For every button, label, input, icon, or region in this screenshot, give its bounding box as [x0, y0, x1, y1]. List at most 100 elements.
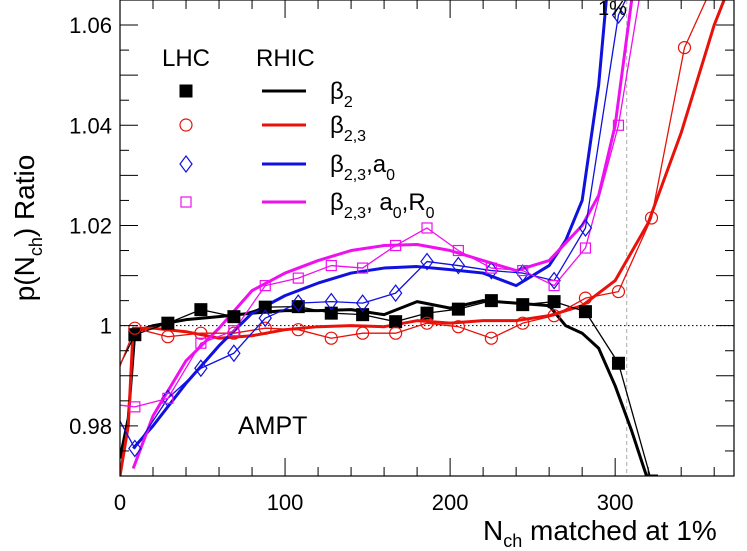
data-point-lhc — [644, 474, 658, 476]
data-point-lhc — [612, 119, 625, 131]
data-point-lhc — [420, 306, 434, 320]
data-point-lhc — [389, 326, 403, 340]
x-axis-title-main: N — [483, 515, 503, 546]
legend-label-sub: 2,3 — [344, 205, 366, 222]
data-point-lhc — [516, 298, 530, 312]
x-tick-label: 0 — [114, 490, 126, 515]
data-point-lhc — [128, 439, 142, 458]
data-point-lhc — [420, 316, 434, 330]
x-axis-title-rest: matched at 1% — [522, 515, 717, 546]
data-point-lhc — [451, 320, 465, 334]
axis-ticks — [119, 0, 734, 477]
data-point-lhc — [291, 294, 306, 313]
legend-marker — [180, 196, 192, 208]
data-point-lhc — [325, 259, 337, 272]
legend-label-sub2: 0 — [386, 167, 395, 184]
legend-label-tail: ,a — [366, 151, 387, 178]
x-axis-title-sub: ch — [503, 531, 522, 551]
data-point-lhc — [161, 330, 175, 344]
x-tick-label: 200 — [432, 490, 469, 515]
legend-label-base: β — [330, 151, 344, 178]
data-point-lhc — [227, 344, 241, 363]
legend-col-lhc: LHC — [162, 45, 210, 72]
legend-col-rhic: RHIC — [256, 45, 315, 72]
legend-label: β2,3, a0,R0 — [330, 189, 435, 222]
y-tick-label: 1 — [100, 314, 112, 339]
y-tick-label: 1.02 — [69, 213, 112, 238]
data-point-lhc — [292, 272, 304, 284]
data-point-lhc — [484, 331, 498, 345]
legend-label: β2,3,a0 — [330, 151, 395, 184]
data-point-lhc — [291, 300, 305, 314]
legend-label-base: β — [330, 189, 344, 216]
data-point-lhc — [228, 325, 240, 337]
legend-label-sub: 2,3 — [344, 167, 366, 184]
data-point-lhc — [547, 309, 561, 323]
plot-frame — [119, 0, 735, 477]
data-point-lhc — [547, 295, 561, 309]
data-point-lhc — [484, 261, 499, 280]
data-point-lhc — [258, 321, 272, 335]
data-point-lhc — [227, 326, 241, 340]
legend-label-base: β — [330, 112, 344, 139]
data-point-lhc — [516, 316, 530, 330]
model-label: AMPT — [238, 412, 307, 440]
legend-label-tail: , a — [366, 189, 393, 216]
data-point-lhc — [194, 359, 208, 378]
data-point-lhc — [547, 271, 561, 290]
data-point-lhc — [291, 323, 305, 337]
data-point-lhc — [129, 401, 141, 413]
legend-label-sub: 2 — [344, 94, 353, 111]
top-percent-annotation: 1% — [598, 0, 627, 20]
markers-layer — [128, 6, 692, 476]
data-point-lhc — [578, 291, 593, 305]
data-point-lhc — [355, 294, 370, 313]
data-point-lhc — [484, 294, 498, 308]
legend-label-sub3: 0 — [426, 205, 435, 222]
legend-label-tail2: ,R — [402, 189, 426, 216]
data-point-lhc — [452, 244, 464, 257]
data-point-lhc — [390, 239, 402, 252]
data-point-lhc — [128, 321, 142, 335]
data-point-lhc — [357, 262, 369, 274]
legend-marker — [179, 118, 193, 132]
data-point-lhc — [515, 264, 530, 283]
data-point-lhc — [227, 310, 241, 324]
data-point-lhc — [324, 331, 338, 345]
x-tick-label: 300 — [597, 490, 634, 515]
legend-label-base: β — [330, 78, 344, 105]
y-tick-label: 1.06 — [69, 13, 112, 38]
data-point-lhc — [611, 285, 626, 299]
data-point-lhc — [485, 262, 497, 274]
data-point-lhc — [194, 303, 208, 317]
data-point-lhc — [324, 292, 339, 311]
data-point-lhc — [451, 302, 465, 316]
data-point-lhc — [195, 337, 207, 349]
data-point-lhc — [388, 284, 403, 303]
data-point-lhc — [356, 308, 370, 322]
data-point-lhc — [258, 300, 272, 314]
data-point-lhc — [194, 326, 208, 340]
legend-marker — [179, 84, 193, 98]
data-point-lhc — [548, 280, 560, 292]
data-point-lhc — [389, 315, 403, 329]
y-axis-title-pre: p(N — [9, 256, 40, 301]
y-axis-title-sub: ch — [26, 237, 46, 256]
data-point-lhc — [324, 306, 338, 320]
data-point-lhc — [161, 316, 175, 330]
data-point-lhc — [259, 280, 271, 292]
data-point-lhc — [451, 256, 466, 275]
y-axis-title-post: ) Ratio — [9, 155, 40, 237]
series-line-lhc — [120, 0, 627, 450]
x-tick-label: 100 — [267, 490, 304, 515]
y-tick-label: 0.98 — [69, 414, 112, 439]
data-point-lhc — [677, 40, 692, 55]
y-axis-title: p(Nch) Ratio — [9, 155, 46, 302]
data-point-lhc — [161, 389, 175, 408]
y-tick-label: 1.04 — [69, 113, 112, 138]
series-line-rhic — [132, 0, 608, 450]
data-point-lhc — [420, 252, 434, 271]
